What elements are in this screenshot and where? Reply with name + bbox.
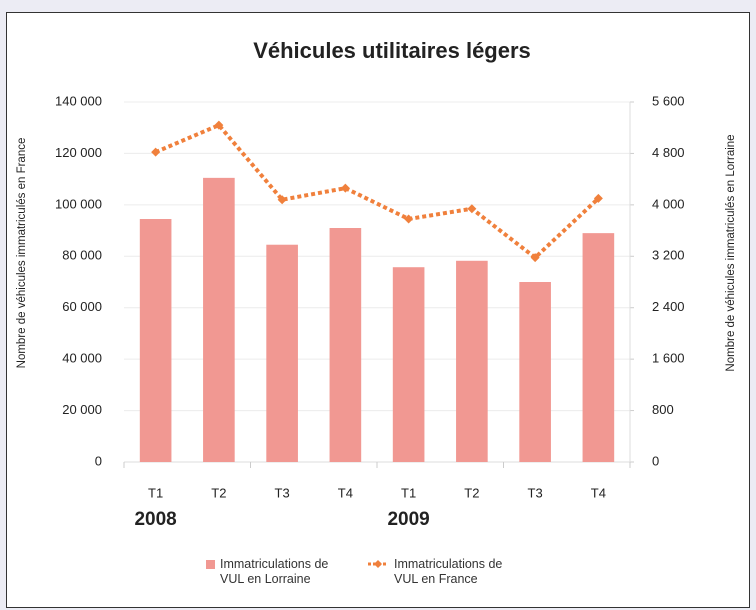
line-marker — [340, 183, 350, 193]
line-marker — [593, 193, 603, 203]
bar — [392, 267, 425, 462]
y-tick-label: 40 000 — [62, 351, 102, 366]
bar — [203, 177, 235, 462]
bar — [519, 282, 551, 462]
y-tick-label: 0 — [95, 453, 102, 468]
chart-title: Véhicules utilitaires légers — [253, 38, 531, 63]
bar — [329, 228, 362, 462]
line-marker — [151, 147, 161, 157]
legend-marker — [374, 560, 382, 568]
line-marker — [277, 195, 287, 205]
line-marker — [467, 204, 477, 214]
x-tick-label: T1 — [148, 485, 163, 500]
y-axis-title: Nombre de véhicules immatriculés en Fran… — [16, 138, 28, 369]
x-tick-label: T1 — [401, 485, 416, 500]
x-tick-label: T4 — [338, 485, 353, 500]
y-tick-label: 20 000 — [62, 402, 102, 417]
bar — [456, 260, 488, 462]
y2-tick-label: 1 600 — [652, 351, 685, 366]
y-tick-label: 120 000 — [55, 145, 102, 160]
y2-tick-label: 2 400 — [652, 299, 685, 314]
bar — [266, 244, 298, 462]
x-group-label: 2008 — [134, 509, 176, 530]
y2-tick-label: 800 — [652, 402, 674, 417]
y2-tick-label: 4 800 — [652, 145, 685, 160]
x-group-label: 2009 — [387, 509, 429, 530]
y2-tick-label: 3 200 — [652, 248, 685, 263]
y-tick-label: 100 000 — [55, 196, 102, 211]
y-tick-label: 60 000 — [62, 299, 102, 314]
legend-label: Immatriculations de VUL en Lorraine — [220, 557, 329, 586]
bar — [139, 219, 172, 462]
y2-tick-label: 0 — [652, 453, 659, 468]
x-tick-label: T2 — [464, 485, 479, 500]
line-marker — [214, 120, 224, 130]
legend-label: Immatriculations de VUL en France — [394, 557, 503, 586]
line — [154, 122, 600, 261]
line-marker — [404, 214, 414, 224]
x-tick-label: T3 — [528, 485, 543, 500]
bar — [582, 233, 615, 462]
x-tick-label: T2 — [211, 485, 226, 500]
x-tick-label: T3 — [275, 485, 290, 500]
legend-swatch — [206, 560, 215, 569]
y2-tick-label: 4 000 — [652, 196, 685, 211]
line-marker — [530, 253, 540, 263]
y-tick-label: 80 000 — [62, 248, 102, 263]
chart-frame — [6, 12, 750, 608]
y2-axis-title: Nombre de véhicules immatriculés en Lorr… — [725, 134, 737, 371]
x-tick-label: T4 — [591, 485, 606, 500]
y-tick-label: 140 000 — [55, 93, 102, 108]
y2-tick-label: 5 600 — [652, 93, 685, 108]
